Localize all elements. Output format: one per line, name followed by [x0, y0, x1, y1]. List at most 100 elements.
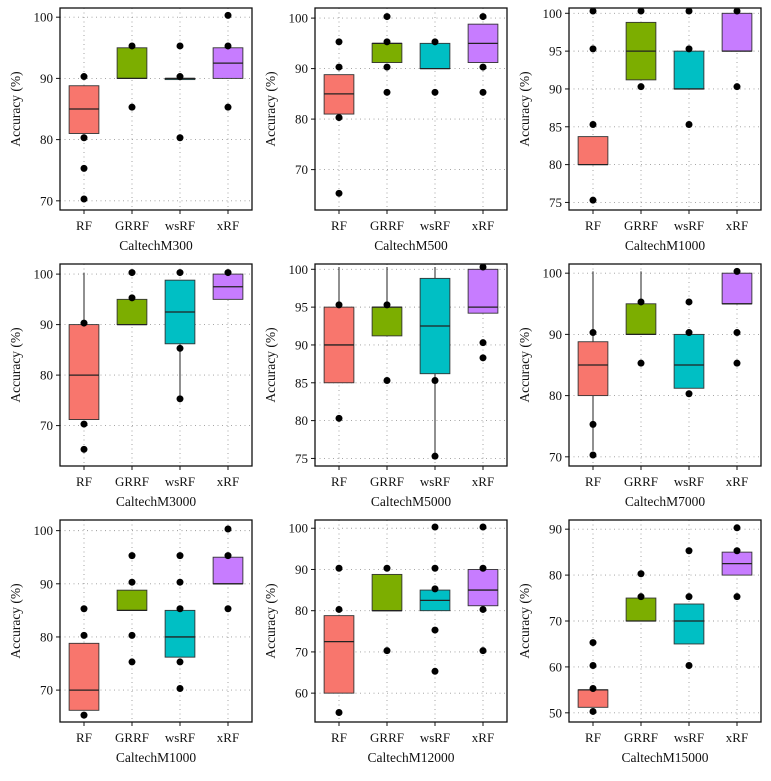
x-tick-label: GRRF [115, 474, 149, 489]
y-tick-label: 60 [295, 686, 308, 701]
y-tick-label: 75 [295, 451, 308, 466]
y-tick-label: 70 [549, 449, 562, 464]
x-tick-label: GRRF [115, 218, 149, 233]
outlier-point [225, 12, 232, 19]
x-tick-label: xRF [726, 218, 748, 233]
box-GRRF [117, 590, 147, 610]
outlier-point [129, 42, 136, 49]
outlier-point [177, 269, 184, 276]
outlier-point [129, 104, 136, 111]
chart-panel-4: 708090100RF GRRF wsRF xRFCaltechM3000Accura… [8, 264, 252, 509]
outlier-point [590, 421, 597, 428]
chart-panel-6: 70 80 90 100 RF GRRF wsRF xRF CaltechM7000 Accura… [517, 264, 761, 509]
outlier-point [336, 415, 343, 422]
box-wsRF [674, 604, 704, 644]
x-axis-title: CaltechM1000 [625, 238, 705, 253]
outlier-point [432, 565, 439, 572]
outlier-point [81, 320, 88, 327]
x-axis-title: CaltechM5000 [371, 494, 451, 509]
box-RF [69, 643, 99, 710]
box-GRRF [626, 598, 656, 621]
y-axis-title: Accuracy (%) [8, 327, 23, 402]
outlier-point [225, 605, 232, 612]
outlier-point [638, 83, 645, 90]
outlier-point [336, 709, 343, 716]
outlier-point [686, 298, 693, 305]
x-tick-label: xRF [726, 474, 748, 489]
outlier-point [129, 632, 136, 639]
x-tick-label: RF [331, 730, 347, 745]
y-tick-label: 100 [289, 521, 309, 536]
y-tick-label: 90 [295, 337, 308, 352]
box-RF [69, 325, 99, 420]
box-xRF [213, 557, 243, 584]
outlier-point [590, 662, 597, 669]
outlier-point [432, 627, 439, 634]
box-GRRF [117, 299, 147, 324]
chart-panel-5: 75 80 85 90 95 100 RF GRRF wsRF xRF CaltechM5000 Ac… [263, 262, 507, 509]
box-RF [324, 616, 354, 694]
outlier-point [225, 42, 232, 49]
y-tick-label: 85 [549, 119, 562, 134]
chart-panel-8: 60 70 80 90 100 RF GRRF wsRF xRF CaltechM12000 Acc… [263, 520, 507, 765]
outlier-point [638, 298, 645, 305]
outlier-point [590, 639, 597, 646]
outlier-point [384, 647, 391, 654]
box-wsRF [674, 334, 704, 388]
figure-grid: 70 80 90 100 RF GRRF wsRF xRF CaltechM300 Accurac… [0, 0, 771, 776]
outlier-point [590, 685, 597, 692]
x-axis-title: CaltechM7000 [625, 494, 705, 509]
outlier-point [336, 606, 343, 613]
box-GRRF [372, 574, 402, 610]
outlier-point [336, 301, 343, 308]
y-tick-label: 70 [295, 162, 308, 177]
outlier-point [686, 329, 693, 336]
outlier-point [734, 547, 741, 554]
x-tick-label: GRRF [115, 730, 149, 745]
outlier-point [480, 354, 487, 361]
outlier-point [432, 377, 439, 384]
y-tick-label: 60 [549, 659, 562, 674]
x-axis-title: CaltechM300 [119, 238, 193, 253]
y-tick-label: 90 [549, 327, 562, 342]
y-tick-label: 100 [543, 6, 563, 21]
outlier-point [81, 421, 88, 428]
y-tick-label: 70 [40, 193, 53, 208]
outlier-point [177, 395, 184, 402]
outlier-point [480, 524, 487, 531]
y-tick-label: 85 [295, 375, 308, 390]
y-tick-label: 90 [295, 562, 308, 577]
y-tick-label: 80 [295, 413, 308, 428]
x-tick-label: xRF [472, 730, 494, 745]
x-tick-label: wsRF [165, 730, 195, 745]
y-tick-label: 90 [549, 522, 562, 537]
x-tick-label: GRRF [624, 474, 658, 489]
outlier-point [734, 268, 741, 275]
outlier-point [384, 301, 391, 308]
box-xRF [722, 13, 752, 51]
y-tick-label: 100 [34, 523, 54, 538]
y-tick-label: 80 [40, 368, 53, 383]
outlier-point [336, 64, 343, 71]
outlier-point [480, 339, 487, 346]
y-tick-label: 95 [549, 44, 562, 59]
outlier-point [81, 632, 88, 639]
box-wsRF [165, 610, 195, 657]
box-GRRF [626, 304, 656, 335]
x-tick-label: RF [76, 730, 92, 745]
outlier-point [225, 269, 232, 276]
outlier-point [384, 13, 391, 20]
x-tick-label: wsRF [420, 474, 450, 489]
x-axis-title: CaltechM15000 [622, 750, 709, 765]
x-tick-label: wsRF [674, 730, 704, 745]
outlier-point [590, 451, 597, 458]
outlier-point [432, 668, 439, 675]
outlier-point [734, 360, 741, 367]
y-tick-label: 90 [295, 61, 308, 76]
y-tick-label: 80 [549, 157, 562, 172]
outlier-point [432, 38, 439, 45]
x-tick-label: GRRF [624, 218, 658, 233]
box-GRRF [117, 48, 147, 79]
outlier-point [129, 552, 136, 559]
y-tick-label: 75 [549, 195, 562, 210]
